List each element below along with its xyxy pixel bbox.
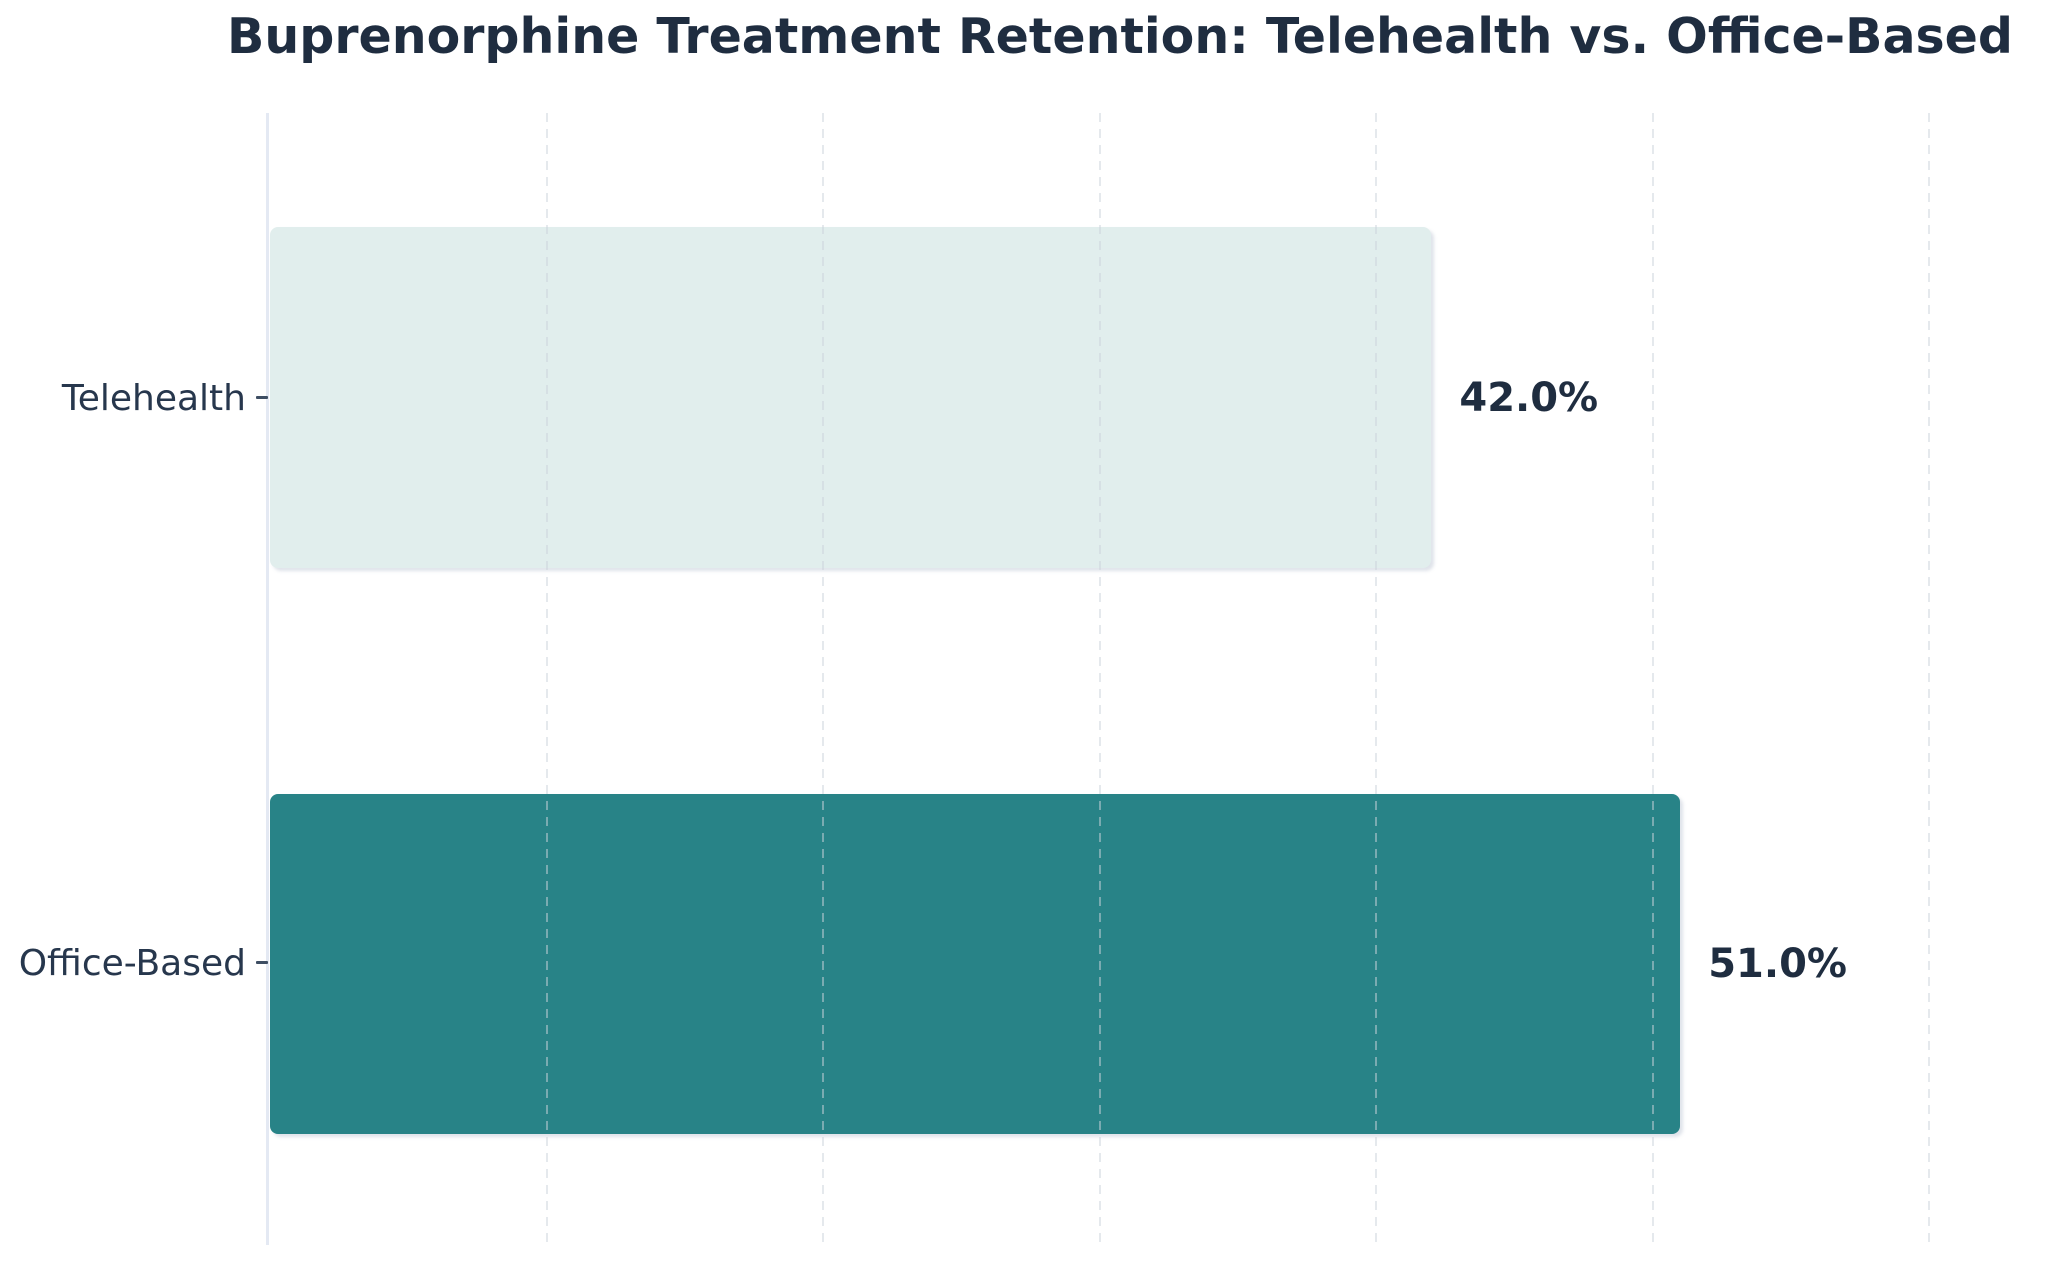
bar-office-based bbox=[270, 794, 1681, 1134]
chart-title: Buprenorphine Treatment Retention: Teleh… bbox=[227, 8, 2013, 65]
bar-row-office-based: 51.0% bbox=[270, 794, 2048, 1134]
y-axis-line bbox=[266, 113, 269, 1245]
plot-area: 42.0% 51.0% bbox=[270, 113, 2048, 1245]
value-label-office-based: 51.0% bbox=[1708, 941, 1847, 987]
y-axis-tick-telehealth bbox=[256, 396, 268, 399]
y-axis-label-office-based: Office-Based bbox=[18, 942, 246, 984]
value-label-telehealth: 42.0% bbox=[1459, 374, 1599, 421]
y-axis-tick-office-based bbox=[256, 961, 268, 964]
bar-row-telehealth: 42.0% bbox=[270, 227, 2048, 568]
y-axis-label-telehealth: Telehealth bbox=[61, 377, 246, 419]
bar-telehealth bbox=[270, 227, 1432, 568]
